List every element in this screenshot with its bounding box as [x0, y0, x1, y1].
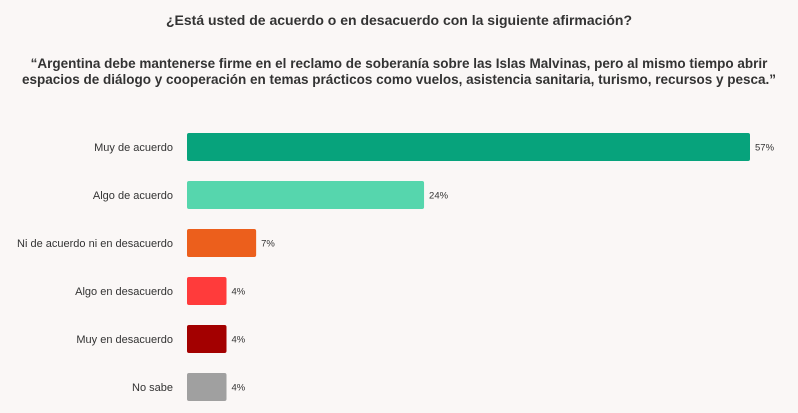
bar	[187, 229, 257, 257]
value-label: 24%	[429, 191, 449, 202]
bar	[187, 277, 227, 305]
category-label: Muy en desacuerdo	[76, 334, 173, 346]
bar	[187, 181, 425, 209]
category-label: Muy de acuerdo	[94, 142, 173, 154]
value-label: 7%	[261, 239, 275, 250]
category-label: Algo de acuerdo	[93, 190, 173, 202]
category-label: Ni de acuerdo ni en desacuerdo	[17, 238, 173, 250]
bar	[187, 373, 227, 401]
value-label: 4%	[232, 383, 246, 394]
chart-subtitle: “Argentina debe mantenerse firme en el r…	[21, 56, 777, 87]
value-label: 57%	[755, 143, 775, 154]
value-label: 4%	[232, 287, 246, 298]
chart-title: ¿Está usted de acuerdo o en desacuerdo c…	[165, 12, 632, 28]
value-label: 4%	[232, 335, 246, 346]
category-label: No sabe	[132, 382, 173, 394]
bar	[187, 133, 750, 161]
bar	[187, 325, 227, 353]
category-label: Algo en desacuerdo	[75, 286, 173, 298]
